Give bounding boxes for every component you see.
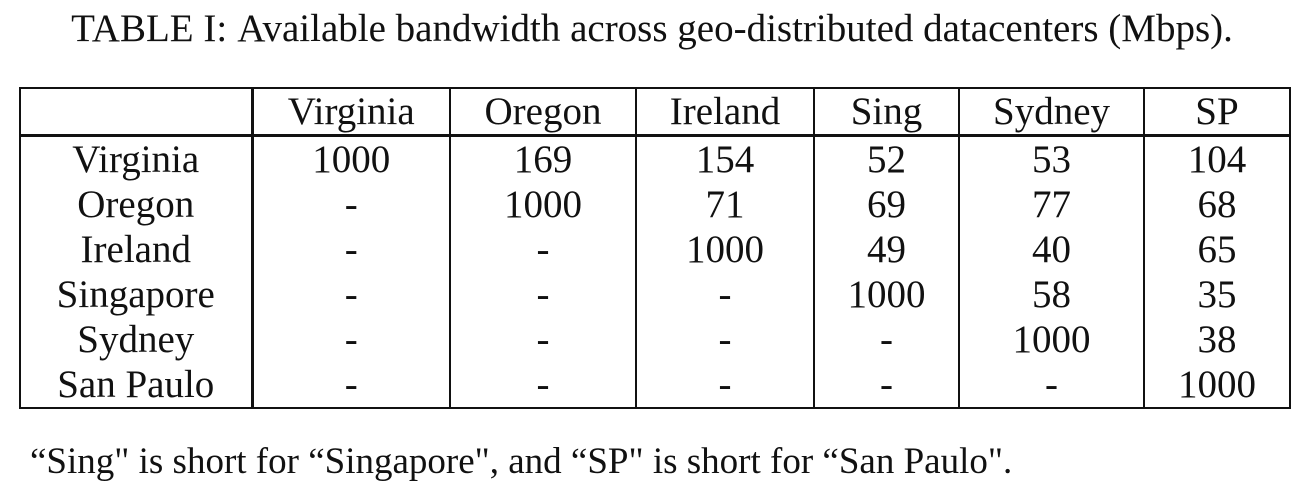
column-header-ireland: Ireland — [635, 87, 815, 137]
table-cell: 69 — [813, 182, 960, 227]
row-header-sydney: Sydney — [19, 317, 254, 362]
table-row: Singapore - - - 1000 58 35 — [19, 272, 1291, 317]
table-cell: 38 — [1143, 317, 1291, 362]
column-header-oregon: Oregon — [449, 87, 637, 137]
table-cell: 1000 — [1143, 362, 1291, 409]
corner-cell — [19, 87, 254, 137]
row-header-san-paulo: San Paulo — [19, 362, 254, 409]
table-cell: - — [251, 362, 451, 409]
table-cell: 53 — [958, 135, 1145, 182]
table-row: Sydney - - - - 1000 38 — [19, 317, 1291, 362]
table-cell: - — [251, 317, 451, 362]
table-cell: 65 — [1143, 227, 1291, 272]
table-cell: - — [449, 362, 637, 409]
table-footnote: “Sing" is short for “Singapore", and “SP… — [30, 441, 1013, 482]
bandwidth-table: Virginia Oregon Ireland Sing Sydney SP V… — [19, 87, 1291, 409]
table-cell: - — [635, 317, 815, 362]
table-row: Ireland - - 1000 49 40 65 — [19, 227, 1291, 272]
column-header-sydney: Sydney — [958, 87, 1145, 137]
table-cell: 1000 — [251, 135, 451, 182]
column-header-sing: Sing — [813, 87, 960, 137]
table-cell: 49 — [813, 227, 960, 272]
table-cell: - — [449, 317, 637, 362]
table-row: Oregon - 1000 71 69 77 68 — [19, 182, 1291, 227]
table-cell: - — [251, 227, 451, 272]
table-cell: 1000 — [813, 272, 960, 317]
table-cell: 1000 — [958, 317, 1145, 362]
column-header-sp: SP — [1143, 87, 1291, 137]
row-header-ireland: Ireland — [19, 227, 254, 272]
table-cell: 71 — [635, 182, 815, 227]
table-cell: - — [813, 317, 960, 362]
table-cell: - — [251, 272, 451, 317]
table-cell: 1000 — [635, 227, 815, 272]
table-cell: - — [813, 362, 960, 409]
table-cell: 68 — [1143, 182, 1291, 227]
table-cell: - — [449, 272, 637, 317]
table-row: San Paulo - - - - - 1000 — [19, 362, 1291, 409]
table-cell: 52 — [813, 135, 960, 182]
table-cell: - — [635, 272, 815, 317]
table-cell: 77 — [958, 182, 1145, 227]
table-cell: - — [251, 182, 451, 227]
row-header-singapore: Singapore — [19, 272, 254, 317]
column-header-virginia: Virginia — [251, 87, 451, 137]
table-cell: 1000 — [449, 182, 637, 227]
table-cell: 58 — [958, 272, 1145, 317]
table-cell: - — [958, 362, 1145, 409]
table-cell: 104 — [1143, 135, 1291, 182]
table-cell: 35 — [1143, 272, 1291, 317]
row-header-virginia: Virginia — [19, 135, 254, 182]
table-cell: 154 — [635, 135, 815, 182]
table-cell: - — [635, 362, 815, 409]
table-caption-text: Available bandwidth across geo-distribut… — [237, 7, 1233, 50]
table-caption-label: TABLE I: — [71, 7, 228, 50]
table-caption: TABLE I: Available bandwidth across geo-d… — [0, 6, 1304, 52]
table-cell: 169 — [449, 135, 637, 182]
table-cell: 40 — [958, 227, 1145, 272]
table-cell: - — [449, 227, 637, 272]
row-header-oregon: Oregon — [19, 182, 254, 227]
table-row: Virginia 1000 169 154 52 53 104 — [19, 135, 1291, 182]
table-header-row: Virginia Oregon Ireland Sing Sydney SP — [19, 87, 1291, 137]
